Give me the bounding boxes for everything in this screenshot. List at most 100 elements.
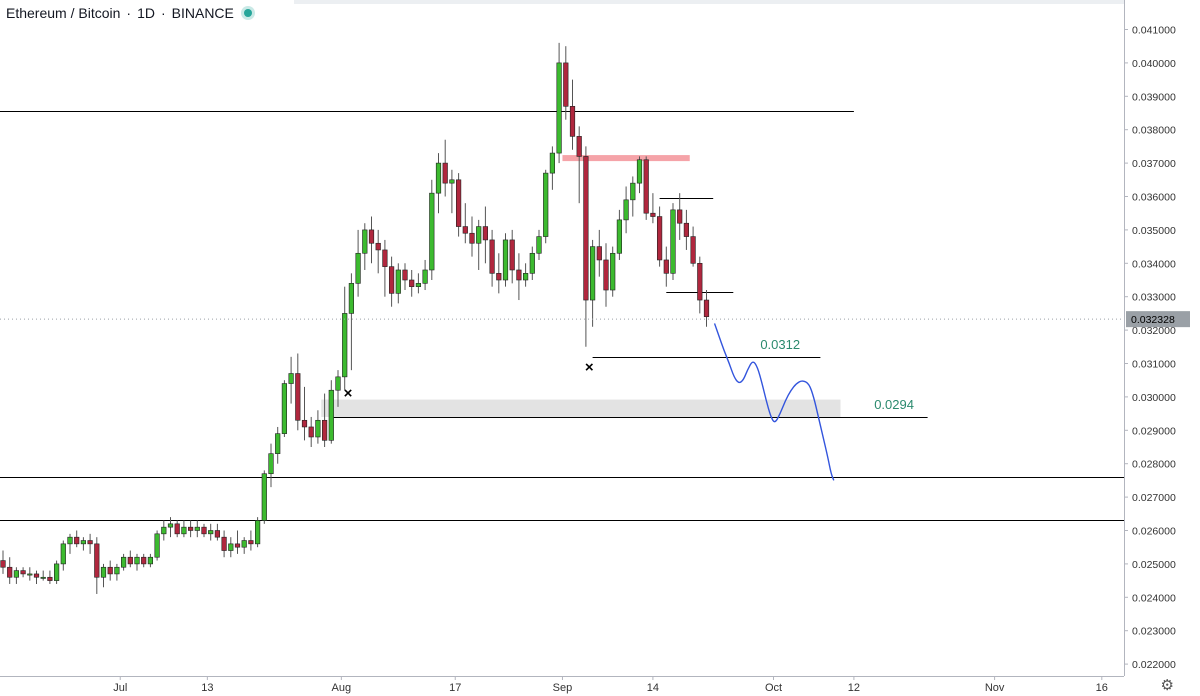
candle-body — [449, 179, 455, 184]
candle-body — [208, 530, 214, 535]
candle-body — [549, 152, 555, 174]
candle-body — [127, 556, 133, 565]
candle-body — [275, 433, 281, 454]
candle-body — [697, 262, 703, 301]
candle-body — [502, 239, 509, 281]
candle-body — [516, 269, 522, 281]
y-tick-label: 0.035000 — [1132, 225, 1176, 237]
x-tick-label: Jul — [113, 682, 127, 694]
candle-body — [114, 566, 120, 575]
candle-body — [13, 570, 19, 578]
y-tick-label: 0.031000 — [1132, 359, 1176, 371]
x-tick-label: Oct — [765, 682, 782, 694]
candle-body — [295, 373, 301, 421]
candle-body — [462, 226, 468, 234]
candle-body — [442, 162, 448, 184]
candle-body — [650, 212, 656, 217]
candles — [0, 42, 710, 594]
x-tick-label: 16 — [1096, 682, 1108, 694]
symbol-name[interactable]: Ethereum / Bitcoin — [6, 5, 121, 21]
candle-body — [496, 273, 502, 281]
projection-path — [713, 323, 835, 481]
x-tick-label: Nov — [985, 682, 1005, 694]
target-label: 0.0294 — [874, 397, 914, 412]
candle-body — [80, 540, 86, 545]
y-tick-label: 0.030000 — [1132, 392, 1176, 404]
candle-body — [281, 383, 288, 434]
candle-body — [147, 556, 154, 565]
candle-body — [261, 473, 267, 521]
candle-body — [402, 269, 408, 281]
x-tick-label: 17 — [449, 682, 461, 694]
candle-body — [422, 269, 428, 284]
candle-body — [522, 273, 529, 281]
candle-body — [610, 252, 616, 291]
candle-body — [107, 566, 113, 575]
candle-body — [509, 239, 515, 271]
candle-body — [255, 520, 261, 545]
candle-body — [161, 526, 167, 535]
candle-body — [388, 266, 395, 294]
y-tick-label: 0.026000 — [1132, 526, 1176, 538]
candle-body — [636, 159, 643, 184]
candle-body — [20, 570, 26, 575]
exchange-label: BINANCE — [171, 5, 234, 21]
interval-label[interactable]: 1D — [137, 5, 155, 21]
candle-body — [27, 573, 33, 576]
candle-body — [321, 419, 328, 441]
y-tick-label: 0.041000 — [1132, 25, 1176, 37]
candle-body — [569, 106, 576, 137]
last-price-label: 0.032328 — [1131, 314, 1175, 326]
y-tick-label: 0.022000 — [1132, 659, 1176, 671]
candle-body — [134, 556, 140, 565]
candle-body — [670, 209, 676, 274]
candle-body — [677, 209, 683, 224]
candle-body — [241, 540, 247, 548]
candle-body — [141, 556, 147, 565]
candle-body — [429, 192, 435, 271]
candle-body — [656, 216, 663, 261]
candle-body — [335, 376, 341, 391]
candle-body — [543, 172, 549, 237]
y-tick-label: 0.028000 — [1132, 459, 1176, 471]
candle-body — [308, 426, 314, 438]
x-tick-label: 12 — [848, 682, 860, 694]
candle-body — [94, 543, 100, 578]
candle-body — [596, 246, 602, 261]
candle-body — [214, 530, 221, 538]
candle-body — [703, 299, 710, 318]
y-tick-label: 0.039000 — [1132, 91, 1176, 103]
y-tick-label: 0.037000 — [1132, 158, 1176, 170]
annotations: 0.0312 0.0294 × × — [0, 318, 1124, 481]
y-tick-label: 0.034000 — [1132, 258, 1176, 270]
candle-body — [362, 229, 368, 254]
candle-body — [248, 540, 254, 545]
market-status-icon — [243, 9, 252, 17]
support-zone — [321, 399, 841, 417]
level-lines — [0, 111, 1124, 521]
candle-body — [167, 523, 174, 528]
y-tick-label: 0.027000 — [1132, 492, 1176, 504]
candle-body — [536, 236, 542, 254]
candle-body — [201, 526, 207, 535]
x-tick-label: Aug — [332, 682, 352, 694]
candle-body — [194, 526, 200, 531]
candle-body — [234, 543, 241, 548]
candle-body — [375, 242, 381, 251]
candle-body — [435, 162, 442, 194]
x-tick-label: Sep — [553, 682, 573, 694]
header-bar — [294, 0, 1124, 4]
candle-body — [409, 279, 415, 287]
candle-body — [0, 560, 6, 568]
candle-body — [342, 313, 348, 378]
candle-body — [174, 523, 180, 535]
candle-body — [67, 536, 73, 545]
candle-body — [663, 259, 669, 274]
candle-body — [181, 526, 187, 535]
candle-body — [154, 533, 160, 558]
candle-body — [529, 252, 535, 274]
settings-gear-icon[interactable]: ⚙ — [1160, 676, 1174, 694]
candle-body — [469, 232, 475, 244]
candle-body — [33, 573, 40, 578]
